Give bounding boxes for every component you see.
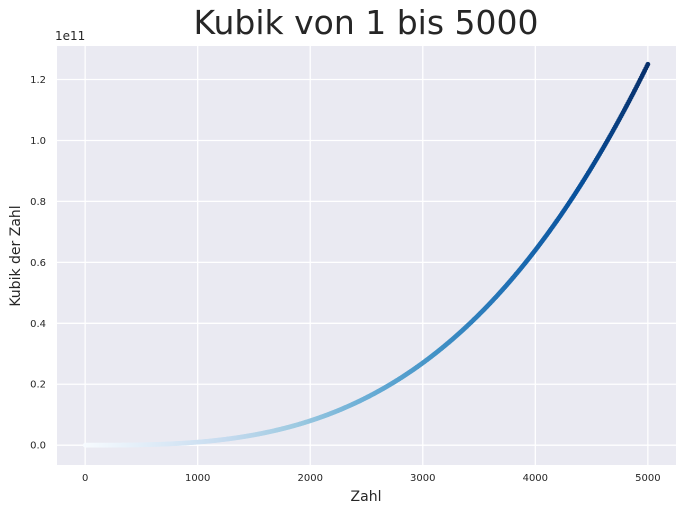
plot-area <box>57 46 676 465</box>
x-tick-label: 4000 <box>523 473 548 484</box>
y-tick-label: 1.0 <box>30 136 46 147</box>
y-axis-offset-label: 1e11 <box>55 29 85 43</box>
x-tick-label: 5000 <box>635 473 660 484</box>
y-axis-ticks: 0.0 0.2 0.4 0.6 0.8 1.0 1.2 <box>30 75 46 452</box>
data-point <box>645 61 651 67</box>
x-tick-label: 2000 <box>298 473 323 484</box>
y-tick-label: 0.8 <box>30 197 46 208</box>
chart-title: Kubik von 1 bis 5000 <box>193 3 538 42</box>
y-tick-label: 0.6 <box>30 258 46 269</box>
x-tick-label: 1000 <box>185 473 210 484</box>
x-tick-label: 0 <box>82 473 88 484</box>
x-axis-label: Zahl <box>351 489 382 505</box>
y-tick-label: 1.2 <box>30 75 46 86</box>
y-axis-label: Kubik der Zahl <box>8 205 24 306</box>
data-series <box>82 61 651 448</box>
y-tick-label: 0.2 <box>30 380 46 391</box>
x-tick-label: 3000 <box>410 473 435 484</box>
y-tick-label: 0.4 <box>30 319 46 330</box>
x-axis-ticks: 0 1000 2000 3000 4000 5000 <box>82 473 661 484</box>
y-tick-label: 0.0 <box>30 441 46 452</box>
grid <box>57 46 676 465</box>
